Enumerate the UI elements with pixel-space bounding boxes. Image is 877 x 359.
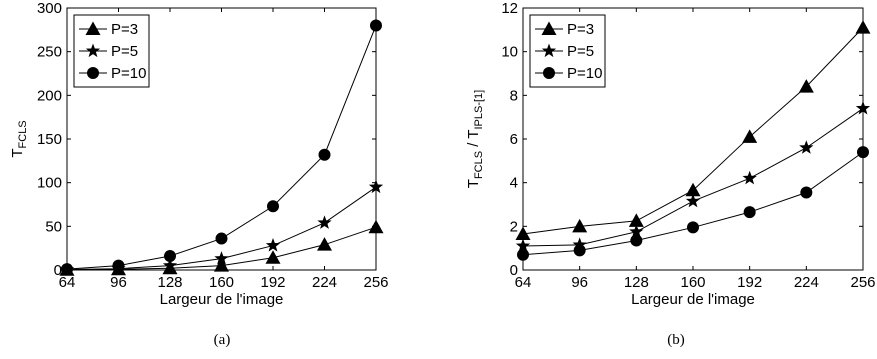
y-tick-label: 250 [37,44,62,61]
data-point-P=5 [368,179,384,194]
x-tick-label: 160 [209,274,234,291]
data-point-P=10 [267,200,279,213]
legend-label: P=5 [567,43,594,60]
chart-panel-b: 64 96 128 160 192 224 256 0 2 4 6 8 10 12 Largeur de l… [465,0,876,348]
y-tick-label: 0 [54,262,62,279]
x-axis-label: Largeur de l'image [160,291,284,308]
data-point-P=5 [685,193,701,208]
x-tick-label: 192 [260,274,285,291]
x-tick-label: 224 [312,274,337,291]
x-tick-label: 160 [680,274,705,291]
data-point-P=10 [370,19,382,32]
x-tick-label: 128 [157,274,182,291]
y-tick-label: 2 [510,218,518,235]
y-tick-label: 6 [510,131,518,148]
data-point-P=10 [61,263,73,276]
data-point-P=3 [515,226,531,240]
data-point-P=10 [164,250,176,263]
x-tick-label: 128 [624,274,649,291]
data-point-P=3 [265,250,281,264]
data-point-P=3 [742,129,758,143]
legend-label: P=3 [111,21,138,38]
y-tick-label: 100 [37,175,62,192]
data-point-P=3 [798,79,814,93]
y-tick-label: 12 [501,0,518,17]
y-tick-label: 4 [510,175,518,192]
y-tick-label: 300 [37,0,62,17]
legend-marker [87,67,99,79]
y-tick-label: 200 [37,87,62,104]
y-tick-label: 8 [510,87,518,104]
data-point-P=5 [629,224,644,238]
data-point-P=10 [517,248,529,261]
panel-caption: (b) [667,332,685,348]
data-point-P=10 [687,221,699,234]
y-axis-label-sub: FCLS [473,151,485,179]
data-point-P=10 [743,206,756,219]
data-point-P=5 [162,258,178,272]
y-tick-label: 10 [501,44,518,61]
data-point-P=3 [368,219,384,234]
x-tick-label: 64 [59,274,76,291]
y-axis-label: TFCLS [9,120,29,157]
data-point-P=3 [685,182,701,197]
panel-caption: (a) [214,332,231,348]
data-point-P=5 [317,215,332,229]
y-tick-label: 0 [510,262,518,279]
data-point-P=5 [265,238,281,252]
data-point-P=3 [628,213,644,227]
data-point-P=10 [630,234,643,247]
x-axis-label: Largeur de l'image [631,291,755,308]
y-axis-label: TFCLS / TIPLS-[1] [465,90,485,188]
x-tick-label: 224 [794,274,819,291]
x-tick-label: 96 [571,274,588,291]
data-point-P=5 [572,237,587,251]
y-axis-label-rest: / T [465,130,482,151]
x-tick-label: 64 [515,274,532,291]
data-point-P=3 [855,20,871,34]
data-point-P=5 [515,238,531,253]
y-tick-label: 50 [45,218,62,235]
legend-marker [541,21,557,35]
data-point-P=10 [800,186,813,199]
legend-marker [543,67,555,79]
chart-panel-a: 64 96 128 160 192 224 256 0 50 100 150 200 250 300 Lar… [9,0,389,348]
x-tick-label: 192 [737,274,762,291]
legend-marker [85,21,101,35]
legend-label: P=10 [567,65,602,82]
data-point-P=10 [573,244,586,257]
data-point-P=5 [799,140,814,154]
data-point-P=10 [112,259,125,272]
legend-marker [85,43,101,58]
data-point-P=3 [214,258,229,272]
data-point-P=10 [857,146,869,159]
y-axis-label-main: T [465,179,482,188]
legend-marker [541,43,557,58]
data-point-P=5 [855,100,871,115]
data-point-P=3 [317,237,332,251]
legend-label: P=5 [111,43,138,60]
y-axis-label-sub2: IPLS-[1] [473,90,485,130]
data-point-P=10 [215,232,228,245]
y-tick-label: 150 [37,131,62,148]
data-point-P=5 [742,170,757,185]
x-tick-label: 96 [110,274,127,291]
legend-label: P=10 [111,65,146,82]
x-tick-label: 256 [363,274,388,291]
data-point-P=5 [214,251,229,265]
data-point-P=3 [572,218,588,233]
y-axis-label-main: T [9,148,26,157]
x-tick-label: 256 [850,274,875,291]
y-axis-label-sub: FCLS [17,120,29,148]
legend-label: P=3 [567,21,594,38]
data-point-P=10 [318,148,331,161]
